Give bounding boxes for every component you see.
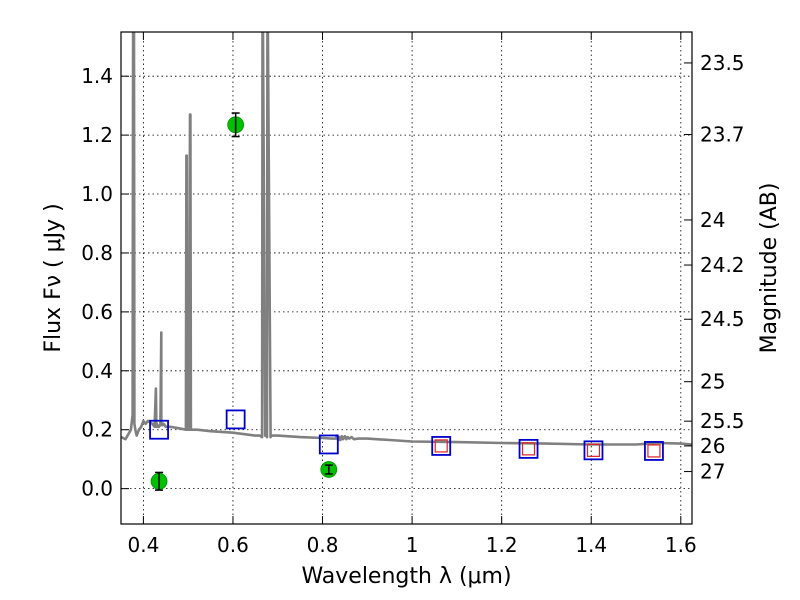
photometry-square — [647, 444, 661, 458]
magnitude-tick-label: 26 — [700, 434, 725, 458]
grid-layer — [121, 32, 692, 524]
x-axis-label: Wavelength λ (μm) — [301, 564, 511, 589]
x-tick-label: 1.2 — [486, 533, 518, 557]
y-tick-label: 1.2 — [81, 123, 113, 147]
x-tick-label: 1.6 — [665, 533, 697, 557]
spectrum-layer — [121, 32, 692, 446]
model-flux-square — [431, 436, 452, 456]
tick-layer: 0.4 0.6 0.8 1 1.2 1.4 1.6 0.0 0.2 0.4 0.6 0.8 1.0 1.2… — [81, 32, 745, 557]
model-flux-square — [583, 440, 604, 461]
magnitude-tick-label: 25 — [700, 370, 725, 394]
magnitude-tick-label: 24 — [700, 208, 725, 232]
model-flux-square — [149, 419, 169, 440]
photometry-square — [521, 442, 536, 456]
y-tick-label: 1.4 — [81, 64, 113, 88]
plot-frame — [120, 31, 693, 525]
y-tick-label: 0.2 — [81, 418, 113, 442]
magnitude-tick-label: 27 — [700, 460, 725, 484]
y-axis-label: Flux Fν ( μJy ) — [41, 203, 66, 352]
model-flux-square — [644, 441, 664, 461]
spectrum-line — [121, 32, 692, 446]
x-tick-label: 0.6 — [217, 533, 249, 557]
magnitude-axis-label: Magnitude (AB) — [757, 183, 782, 354]
y-tick-label: 0.6 — [81, 300, 113, 324]
x-tick-label: 0.4 — [127, 533, 159, 557]
y-tick-label: 0.4 — [81, 359, 113, 383]
magnitude-tick-label: 25.5 — [700, 409, 745, 433]
y-tick-label: 0.8 — [81, 241, 113, 265]
magnitude-tick-label: 24.2 — [700, 253, 745, 277]
photometry-square — [586, 443, 601, 457]
y-tick-label: 1.0 — [81, 182, 113, 206]
magnitude-tick-label: 23.7 — [700, 123, 745, 147]
y-tick-label: 0.0 — [81, 477, 113, 501]
marker-layer — [149, 112, 664, 491]
x-tick-label: 1 — [406, 533, 419, 557]
x-tick-label: 1.4 — [575, 533, 607, 557]
photometry-square — [434, 439, 448, 453]
magnitude-tick-label: 24.5 — [700, 307, 745, 331]
model-flux-square — [518, 438, 539, 459]
magnitude-tick-label: 23.5 — [700, 51, 745, 75]
x-tick-label: 0.8 — [307, 533, 339, 557]
model-flux-square — [225, 409, 246, 430]
model-flux-square — [318, 434, 339, 455]
